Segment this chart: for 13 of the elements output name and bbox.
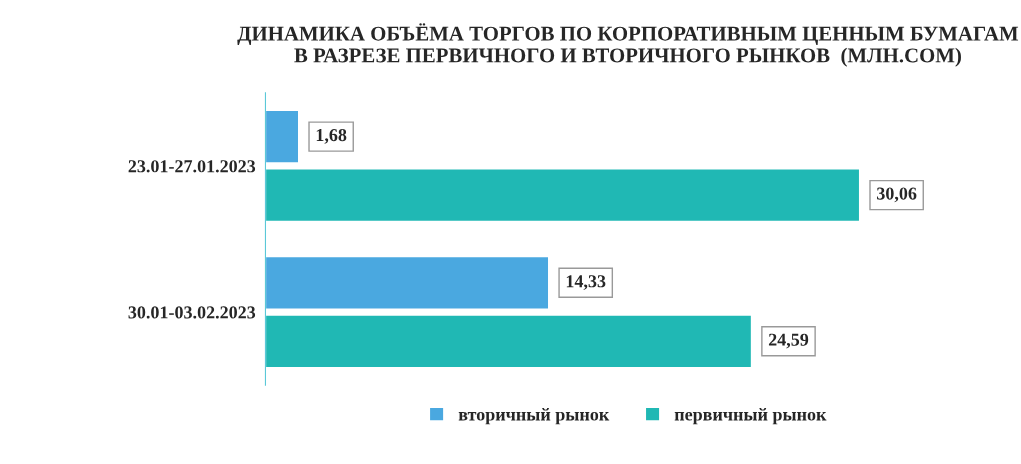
bar xyxy=(265,255,550,310)
chart-title: ДИНАМИКА ОБЪЁМА ТОРГОВ ПО КОРПОРАТИВНЫМ ЦЕННЫМ БУМАГАМ В РАЗРЕЗЕ ПЕРВИЧНОГО И ВТОРИЧНОГО РЫНКОВ (МЛН.СОМ) xyxy=(237,23,1019,67)
bar xyxy=(265,314,753,369)
data-label: 24,59 xyxy=(768,333,809,349)
legend-label: первичный рынок xyxy=(674,407,827,425)
data-label: 30,06 xyxy=(877,187,917,203)
bar xyxy=(265,109,300,164)
data-label: 14,33 xyxy=(566,275,606,290)
legend-label: вторичный рынок xyxy=(458,407,610,425)
bar xyxy=(265,168,861,223)
data-label: 1,68 xyxy=(316,128,347,144)
y-tick-label: 23.01-27.01.2023 xyxy=(128,160,256,173)
y-tick-label: 30.01-03.02.2023 xyxy=(128,306,256,319)
